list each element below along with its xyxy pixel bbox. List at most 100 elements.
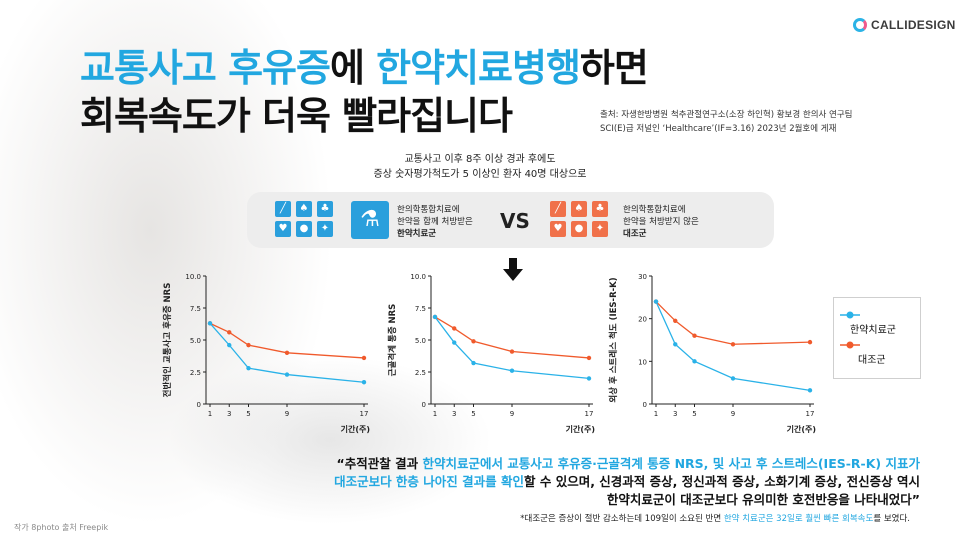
control-data-point — [692, 333, 697, 338]
footnote-pre: *대조군은 증상이 절반 감소하는데 109일이 소요된 반면 — [520, 514, 724, 524]
treatment-data-point — [471, 360, 476, 366]
control-data-point — [509, 349, 515, 354]
treatment-data-point — [673, 342, 678, 347]
pain-icon: ✦ — [317, 221, 333, 237]
y-tick-label: 0 — [422, 401, 426, 409]
chart-ptsd-scale: 0 10 20 30 1 3 5 9 17 기간(주) 외상 후 스트레스 척도 (IES-R-K) — [596, 266, 836, 455]
body-icon: ♣ — [317, 201, 333, 217]
quote-highlight-1: 한약치료군에서 교통사고 후유증·근골격계 통증 NRS, 및 사고 후 스트레… — [422, 456, 920, 471]
stomach-icon: ♥ — [275, 221, 291, 237]
headline-line1: 교통사고 후유증에 한약치료병행하면 — [80, 44, 649, 92]
pain-icon: ✦ — [592, 221, 608, 237]
x-axis-label: 기간(주) — [341, 424, 370, 434]
control-data-point — [807, 339, 813, 345]
x-tick-label: 17 — [806, 410, 815, 418]
treatment-data-point — [361, 380, 367, 385]
x-tick-label: 5 — [246, 410, 250, 418]
control-data-point — [246, 342, 251, 348]
footnote-post: 를 보였다. — [873, 514, 910, 524]
intro-line-1: 교통사고 이후 8주 이상 경과 후에도 — [404, 154, 556, 165]
y-tick-label: 2.5 — [190, 369, 201, 377]
y-tick-label: 5.0 — [190, 337, 201, 345]
control-data-point — [452, 326, 457, 331]
nerve-icon: ╱ — [550, 201, 566, 217]
treatment-data-point — [227, 342, 232, 348]
treatment-desc-line2: 한약을 함께 처방받은 — [397, 217, 473, 227]
x-tick-label: 9 — [731, 410, 735, 418]
brain-icon: ♠ — [296, 201, 312, 217]
control-symptom-icons: ╱ ♠ ♣ ♥ ● ✦ — [550, 201, 608, 237]
control-data-point — [586, 355, 592, 361]
control-desc-line2: 한약을 처방받지 않은 — [623, 217, 699, 227]
chart-musculoskeletal-nrs: 0 2.5 5.0 7.5 10.0 1 3 5 9 17 기간(주) 근골격계 통증 NRS — [375, 266, 615, 455]
treatment-data-point — [452, 340, 457, 345]
y-tick-label: 20 — [638, 316, 647, 324]
y-axis-label: 전반적인 교통사고 후유증 NRS — [162, 283, 173, 398]
control-desc-line1: 한의학통합치료에 — [623, 205, 686, 215]
legend-treatment-label: 한약치료군 — [850, 324, 896, 336]
y-tick-label: 0 — [197, 401, 201, 409]
person-icon: ● — [296, 221, 312, 237]
chart-musculoskeletal-nrs-svg: 0 2.5 5.0 7.5 10.0 1 3 5 9 17 기간(주) 근골격계 통증 NRS — [387, 273, 595, 434]
y-tick-label: 7.5 — [190, 305, 201, 313]
control-group-desc: 한의학통합치료에 한약을 처방받지 않은 대조군 — [623, 204, 699, 240]
treatment-data-point — [246, 365, 251, 371]
y-tick-label: 10.0 — [185, 273, 201, 281]
x-tick-label: 5 — [692, 410, 696, 418]
x-tick-label: 17 — [360, 410, 369, 418]
photo-credit: 작가 8photo 출처 Freepik — [14, 523, 109, 532]
source-line-1: 출처: 자생한방병원 척추관절연구소(소장 하인혁) 황보경 한의사 연구팀 — [600, 110, 853, 120]
x-tick-label: 3 — [673, 410, 677, 418]
body-icon: ♣ — [592, 201, 608, 217]
treatment-data-point — [509, 368, 515, 373]
x-tick-label: 1 — [433, 410, 437, 418]
treatment-data-point — [432, 314, 438, 320]
y-tick-label: 30 — [638, 273, 647, 281]
legend-control-label: 대조군 — [858, 354, 886, 366]
x-tick-label: 3 — [452, 410, 456, 418]
y-axis-label: 근골격계 통증 NRS — [387, 304, 398, 377]
headline-highlight-2: 한약치료병행 — [376, 46, 581, 90]
chart-legend: 한약치료군 대조군 — [833, 297, 921, 379]
source-line-2: SCI(E)급 저널인 ‘Healthcare’(IF=3.16) 2023년 … — [600, 124, 837, 134]
brand-name: CALLIDESIGN — [871, 18, 956, 32]
treatment-symptom-icons: ╱ ♠ ♣ ♥ ● ✦ — [275, 201, 333, 237]
vs-label: VS — [500, 209, 530, 233]
treatment-data-point — [284, 372, 290, 377]
treatment-group-name: 한약치료군 — [397, 229, 437, 239]
headline-line2: 회복속도가 더욱 빨라집니다 — [80, 94, 513, 138]
footnote: *대조군은 증상이 절반 감소하는데 109일이 소요된 반면 한약 치료군은 … — [420, 512, 910, 524]
quote-part-1: “추적관찰 결과 — [336, 456, 423, 471]
y-axis-label: 외상 후 스트레스 척도 (IES-R-K) — [608, 277, 619, 402]
treatment-group-desc: 한의학통합치료에 한약을 함께 처방받은 한약치료군 — [397, 204, 473, 240]
treatment-data-point — [807, 388, 813, 393]
nerve-icon: ╱ — [275, 201, 291, 217]
x-tick-label: 9 — [285, 410, 289, 418]
chart-overall-nrs-svg: 0 2.5 5.0 7.5 10.0 1 3 5 9 17 기간(주) 전반적인 교통사고 후유증 N… — [162, 273, 370, 434]
study-description: 교통사고 이후 8주 이상 경과 후에도 증상 숫자평가척도가 5 이상인 환자… — [300, 152, 660, 182]
source-citation: 출처: 자생한방병원 척추관절연구소(소장 하인혁) 황보경 한의사 연구팀 S… — [600, 108, 853, 136]
brand-logo: CALLIDESIGN — [853, 18, 956, 32]
x-tick-label: 17 — [585, 410, 594, 418]
headline-connector: 에 — [329, 46, 377, 90]
logo-mark-icon — [853, 18, 867, 32]
headline-end: 하면 — [579, 46, 649, 90]
y-tick-label: 0 — [643, 401, 647, 409]
y-tick-label: 2.5 — [415, 369, 426, 377]
control-group-name: 대조군 — [623, 229, 647, 239]
x-tick-label: 1 — [654, 410, 658, 418]
treatment-data-point — [653, 299, 659, 304]
y-tick-label: 10.0 — [410, 273, 426, 281]
treatment-data-point — [692, 359, 697, 364]
quote-part-3: 한약치료군이 대조군보다 유의미한 호전반응을 나타내었다” — [606, 492, 920, 507]
treatment-data-point — [207, 321, 213, 326]
control-data-point — [284, 350, 290, 355]
brain-icon: ♠ — [571, 201, 587, 217]
x-axis-label: 기간(주) — [566, 424, 595, 434]
arrow-down-icon — [503, 258, 523, 281]
x-axis-label: 기간(주) — [787, 424, 816, 434]
y-tick-label: 10 — [638, 358, 647, 366]
control-series-line — [655, 301, 811, 345]
y-tick-label: 5.0 — [415, 337, 426, 345]
herbal-medicine-icon: ⚗ — [351, 201, 389, 239]
